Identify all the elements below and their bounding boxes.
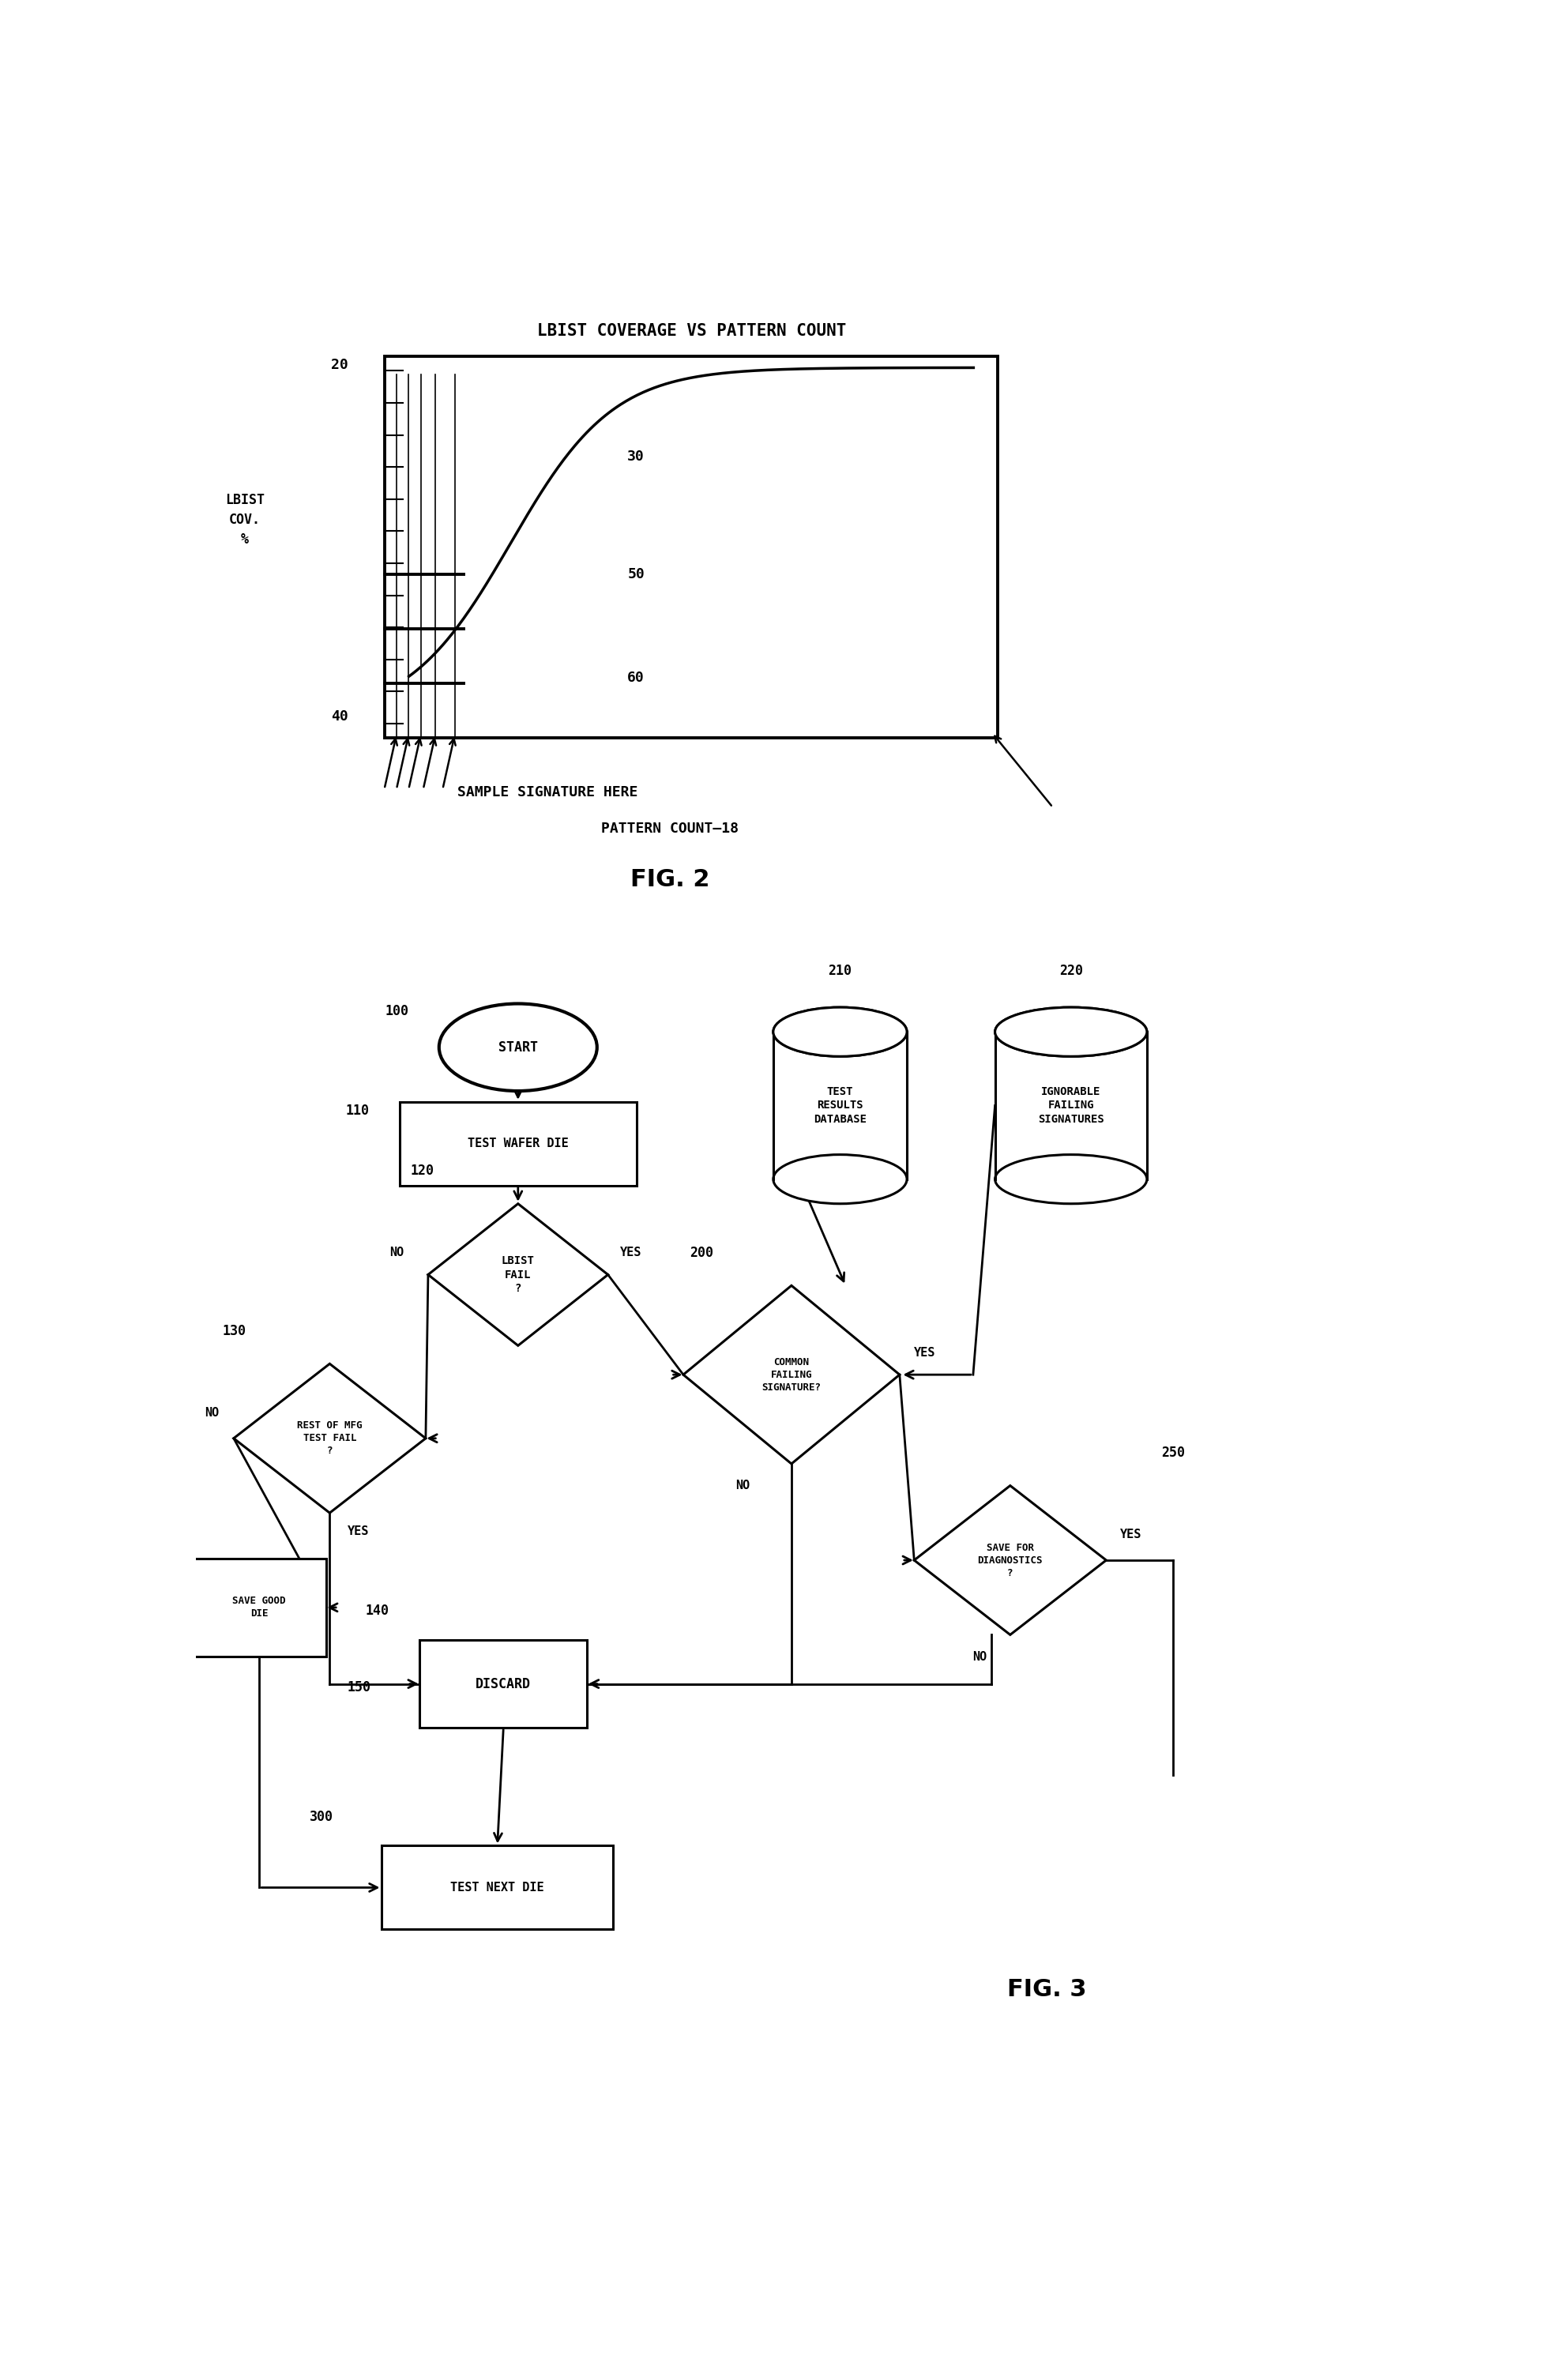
- Text: 130: 130: [223, 1325, 246, 1339]
- Polygon shape: [684, 1285, 900, 1464]
- Text: START: START: [499, 1039, 538, 1053]
- Text: LBIST COVERAGE VS PATTERN COUNT: LBIST COVERAGE VS PATTERN COUNT: [538, 324, 847, 338]
- Text: LBIST
COV.
%: LBIST COV. %: [224, 494, 265, 546]
- Text: NO: NO: [972, 1651, 986, 1663]
- Text: 60: 60: [627, 671, 644, 685]
- Ellipse shape: [996, 1006, 1146, 1056]
- Ellipse shape: [439, 1004, 597, 1091]
- Text: 250: 250: [1162, 1446, 1185, 1460]
- Ellipse shape: [773, 1006, 906, 1056]
- FancyBboxPatch shape: [193, 1559, 326, 1656]
- Text: SAVE FOR
DIAGNOSTICS
?: SAVE FOR DIAGNOSTICS ?: [977, 1542, 1043, 1578]
- Text: TEST NEXT DIE: TEST NEXT DIE: [450, 1883, 544, 1894]
- Text: YES: YES: [1120, 1528, 1142, 1540]
- Text: 140: 140: [365, 1604, 389, 1618]
- FancyBboxPatch shape: [996, 1032, 1146, 1179]
- Text: YES: YES: [348, 1526, 370, 1538]
- Text: IGNORABLE
FAILING
SIGNATURES: IGNORABLE FAILING SIGNATURES: [1038, 1087, 1104, 1124]
- Text: SAVE GOOD
DIE: SAVE GOOD DIE: [232, 1597, 285, 1618]
- Text: NO: NO: [735, 1479, 750, 1490]
- Text: 110: 110: [345, 1103, 368, 1117]
- Polygon shape: [428, 1205, 608, 1346]
- Text: YES: YES: [619, 1247, 641, 1259]
- Text: FIG. 3: FIG. 3: [1007, 1977, 1087, 2001]
- Text: 300: 300: [309, 1809, 334, 1823]
- Text: REST OF MFG
TEST FAIL
?: REST OF MFG TEST FAIL ?: [296, 1420, 362, 1455]
- Text: TEST WAFER DIE: TEST WAFER DIE: [467, 1138, 569, 1150]
- Text: TEST
RESULTS
DATABASE: TEST RESULTS DATABASE: [814, 1087, 867, 1124]
- Text: SAMPLE SIGNATURE HERE: SAMPLE SIGNATURE HERE: [458, 787, 638, 801]
- Text: YES: YES: [914, 1346, 936, 1358]
- Text: NO: NO: [389, 1247, 405, 1259]
- Text: 210: 210: [828, 964, 851, 978]
- Text: DISCARD: DISCARD: [475, 1677, 532, 1691]
- Text: 20: 20: [331, 359, 348, 373]
- Ellipse shape: [773, 1006, 906, 1056]
- FancyBboxPatch shape: [420, 1639, 588, 1727]
- Text: FIG. 2: FIG. 2: [630, 869, 710, 890]
- Text: COMMON
FAILING
SIGNATURE?: COMMON FAILING SIGNATURE?: [762, 1356, 822, 1394]
- FancyBboxPatch shape: [383, 1845, 613, 1930]
- Text: 200: 200: [690, 1245, 713, 1259]
- Text: 120: 120: [411, 1164, 434, 1179]
- Text: 100: 100: [386, 1004, 409, 1018]
- Text: 30: 30: [627, 449, 644, 463]
- Text: LBIST
FAIL
?: LBIST FAIL ?: [502, 1257, 535, 1294]
- FancyBboxPatch shape: [773, 1032, 906, 1179]
- Text: 220: 220: [1058, 964, 1083, 978]
- Text: NO: NO: [205, 1408, 220, 1420]
- Ellipse shape: [996, 1006, 1146, 1056]
- Ellipse shape: [773, 1155, 906, 1205]
- FancyBboxPatch shape: [400, 1101, 637, 1186]
- Text: PATTERN COUNT—18: PATTERN COUNT—18: [601, 822, 739, 836]
- Text: 150: 150: [347, 1679, 372, 1694]
- Polygon shape: [234, 1363, 425, 1514]
- Text: 40: 40: [331, 709, 348, 723]
- Ellipse shape: [996, 1155, 1146, 1205]
- Text: 50: 50: [627, 567, 644, 581]
- Polygon shape: [914, 1486, 1105, 1635]
